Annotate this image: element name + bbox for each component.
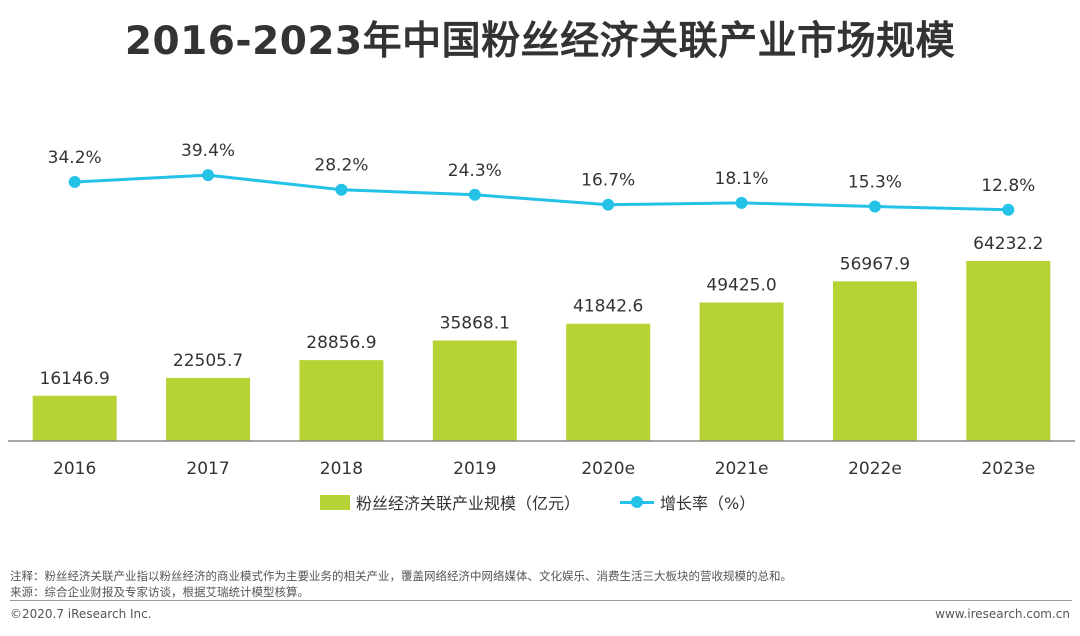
bar-2021e [699,302,784,441]
bar-2016 [32,395,117,441]
bar-2022e [832,281,917,441]
growth-point-2022e [868,200,881,213]
footer-divider [10,600,1072,601]
growth-point-2020e [602,198,615,211]
bar-label-2019: 35868.1 [440,313,510,333]
growth-point-2016 [68,175,81,188]
growth-point-2021e [735,196,748,209]
growth-label-2017: 39.4% [181,141,235,161]
growth-label-2018: 28.2% [314,156,368,176]
footer-copyright: ©2020.7 iResearch Inc. [10,607,152,621]
chart-title: 2016-2023年中国粉丝经济关联产业市场规模 [124,19,956,64]
legend-item-line: 增长率（%） [620,490,755,514]
bar-label-2017: 22505.7 [173,351,243,371]
footer-website: www.iresearch.com.cn [935,607,1070,621]
x-tick-2019: 2019 [453,459,496,479]
growth-label-2020e: 16.7% [581,171,635,191]
chart-area: 16146.9 2016 22505.7 2017 28856.9 2018 35868.1… [8,141,1075,479]
bar-label-2023e: 64232.2 [973,234,1043,254]
x-tick-2021e: 2021e [715,459,769,479]
chart-source: 来源：综合企业财报及专家访谈，根据艾瑞统计模型核算。 [10,585,309,599]
growth-point-2019 [468,188,481,201]
growth-label-2022e: 15.3% [848,173,902,193]
growth-point-2017 [202,169,215,182]
legend-bar-swatch [320,494,350,510]
bar-label-2021e: 49425.0 [706,275,776,295]
x-tick-2020e: 2020e [581,459,635,479]
bar-2018 [299,360,384,441]
bar-label-2018: 28856.9 [306,333,376,353]
growth-label-2021e: 18.1% [715,169,769,189]
growth-rate-line [74,173,1009,212]
legend-item-bar: 粉丝经济关联产业规模（亿元） [320,490,580,514]
x-tick-2022e: 2022e [848,459,902,479]
legend-line-swatch [620,495,655,509]
legend-bar-label: 粉丝经济关联产业规模（亿元） [356,494,581,513]
chart-legend: 粉丝经济关联产业规模（亿元） 增长率（%） [320,489,795,515]
chart-note: 注释：粉丝经济关联产业指以粉丝经济的商业模式作为主要业务的相关产业，覆盖网络经济… [10,569,792,583]
bar-2017 [166,377,251,441]
bar-label-2020e: 41842.6 [573,297,643,317]
bar-2020e [566,323,651,441]
growth-point-2018 [335,183,348,196]
x-tick-2023e: 2023e [981,459,1035,479]
bar-label-2016: 16146.9 [40,369,110,389]
bar-label-2022e: 56967.9 [840,254,910,274]
x-tick-2016: 2016 [53,459,96,479]
x-tick-2018: 2018 [320,459,363,479]
growth-label-2023e: 12.8% [981,176,1035,196]
growth-label-2019: 24.3% [448,161,502,181]
bar-2019 [432,340,517,441]
legend-line-label: 增长率（%） [660,494,756,513]
x-tick-2017: 2017 [186,459,229,479]
growth-point-2023e [1002,203,1015,216]
growth-label-2016: 34.2% [48,148,102,168]
bar-2023e [966,261,1051,441]
